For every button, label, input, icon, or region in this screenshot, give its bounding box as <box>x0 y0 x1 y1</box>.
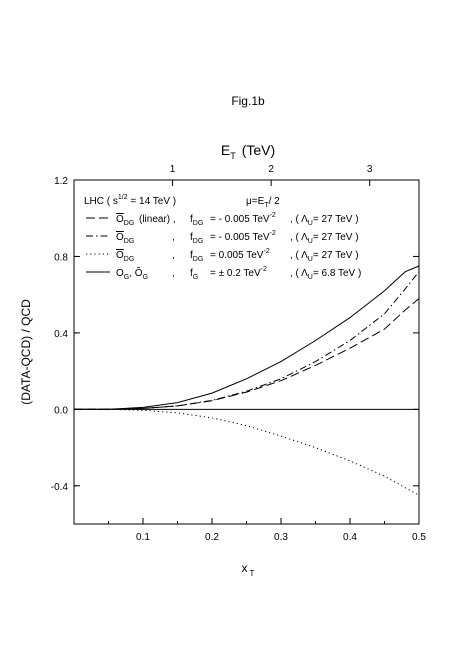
y-tick-label: 0.0 <box>54 405 68 416</box>
x-tick-label: 0.3 <box>274 532 288 543</box>
legend-lambda: , ( ΛU= 27 TeV ) <box>290 214 359 227</box>
legend-header-process: LHC ( s1/2 = 14 TeV ) <box>84 194 176 207</box>
series-line-4 <box>74 265 420 410</box>
top-tick-label: 2 <box>268 164 274 175</box>
y-tick-label: 0.8 <box>54 252 68 263</box>
top-tick-label: 1 <box>170 164 176 175</box>
legend-header-scale: μ=ET/ 2 <box>246 196 280 209</box>
x-tick-label: 0.4 <box>343 532 357 543</box>
legend-operator: OG, ÕG <box>116 266 148 281</box>
top-axis-label: ET (TeV) <box>221 142 275 161</box>
figure-caption: Fig.1b <box>231 94 265 108</box>
top-tick-label: 3 <box>367 164 373 175</box>
series-line-3 <box>74 408 420 496</box>
legend-coupling: fG <box>190 268 198 281</box>
legend-lambda: , ( ΛU= 27 TeV ) <box>290 232 359 245</box>
legend-note: , <box>172 250 175 261</box>
legend-value: = - 0.005 TeV-2 <box>210 212 276 225</box>
y-axis-label: (DATA-QCD) / QCD <box>19 299 33 405</box>
legend-value: = ± 0.2 TeV-2 <box>210 266 267 279</box>
x-tick-label: 0.2 <box>205 532 219 543</box>
series-line-1 <box>74 298 420 410</box>
legend-note: , <box>172 232 175 243</box>
series-line-2 <box>74 271 420 410</box>
legend-coupling: fDG <box>190 250 203 263</box>
legend-lambda: , ( ΛU= 6.8 TeV ) <box>290 268 361 281</box>
y-tick-label: 0.4 <box>54 329 68 340</box>
x-tick-label: 0.5 <box>412 532 426 543</box>
legend-coupling: fDG <box>190 232 203 245</box>
y-tick-label: 1.2 <box>54 176 68 187</box>
legend-coupling: fDG <box>190 214 203 227</box>
legend-lambda: , ( ΛU= 27 TeV ) <box>290 250 359 263</box>
y-tick-label: -0.4 <box>51 482 69 493</box>
legend-note: , <box>172 268 175 279</box>
x-tick-label: 0.1 <box>136 532 150 543</box>
legend-note: (linear) , <box>139 214 176 225</box>
legend-operator: ODG <box>116 232 134 245</box>
legend-operator: ODG <box>116 214 134 227</box>
legend-operator: ODG <box>116 250 134 263</box>
legend-value: = - 0.005 TeV-2 <box>210 230 276 243</box>
legend-value: = 0.005 TeV-2 <box>210 248 270 261</box>
